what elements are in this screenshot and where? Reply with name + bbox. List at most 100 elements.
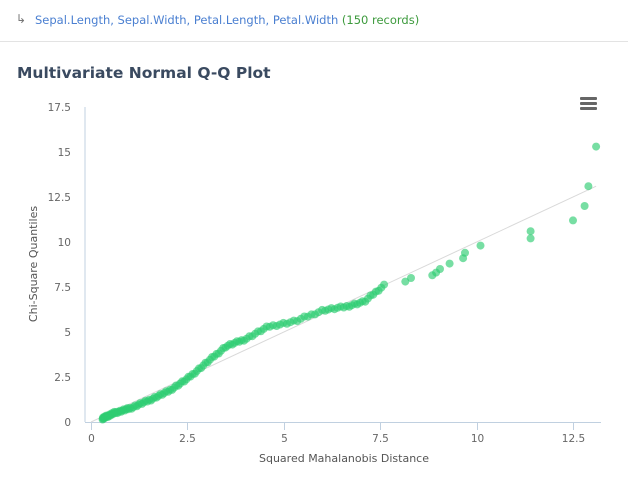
data-point: [117, 407, 126, 416]
data-point: [201, 358, 210, 367]
x-tick-label: 10: [471, 433, 484, 445]
data-point: [293, 317, 302, 326]
data-point: [101, 412, 110, 421]
data-point: [276, 320, 284, 329]
data-point: [180, 377, 189, 386]
data-point: [217, 346, 225, 355]
x-axis-label: Squared Mahalanobis Distance: [259, 452, 429, 465]
data-point: [195, 364, 203, 373]
data-point: [345, 302, 354, 311]
data-point: [282, 319, 291, 328]
data-point: [199, 361, 208, 370]
data-point: [190, 369, 199, 378]
data-point: [307, 310, 316, 319]
data-point: [318, 305, 327, 314]
data-point: [269, 321, 278, 330]
data-point: [136, 399, 145, 408]
data-point: [321, 306, 330, 315]
data-point: [371, 287, 380, 296]
data-point: [182, 375, 191, 384]
data-point: [230, 338, 239, 347]
data-point: [272, 322, 281, 330]
x-tick-label: 0: [88, 433, 95, 445]
data-point: [100, 413, 108, 422]
data-point: [147, 396, 155, 405]
data-point: [119, 405, 128, 414]
data-point: [233, 337, 241, 346]
y-tick-label: 2.5: [54, 372, 71, 384]
data-point: [374, 286, 383, 295]
data-point: [100, 412, 109, 421]
data-point: [132, 402, 141, 411]
data-point: [106, 411, 115, 420]
data-point: [461, 248, 469, 257]
data-point: [186, 372, 195, 381]
data-point: [102, 412, 111, 421]
data-point: [407, 274, 415, 282]
data-point: [127, 404, 136, 413]
data-point: [104, 411, 113, 420]
x-tick-label: 7.5: [372, 433, 389, 445]
data-point: [401, 277, 410, 286]
data-point: [314, 308, 323, 317]
data-point: [580, 202, 589, 210]
data-point: [105, 410, 114, 419]
data-point: [436, 265, 444, 273]
data-point: [369, 290, 378, 299]
data-point: [122, 405, 131, 414]
data-point: [237, 336, 246, 345]
data-point: [120, 406, 129, 415]
data-point: [333, 303, 342, 312]
x-tick-label: 12.5: [562, 433, 585, 445]
data-point: [113, 409, 122, 418]
data-point: [358, 297, 367, 306]
data-point: [363, 294, 372, 303]
data-point: [110, 407, 119, 416]
data-point: [262, 322, 271, 331]
data-point: [226, 340, 235, 348]
data-point: [188, 370, 197, 378]
data-point: [170, 383, 179, 392]
data-point: [377, 283, 386, 292]
axes: 0 2.5 5 7.5 10 12.5 0 2.5 5 7.5 10 12.5 15 17.5: [48, 102, 601, 445]
data-point: [197, 364, 206, 373]
data-point: [432, 268, 441, 277]
data-point: [123, 404, 132, 413]
data-point: [150, 393, 159, 401]
data-point: [279, 318, 288, 327]
data-point: [109, 409, 118, 418]
data-point: [101, 413, 109, 422]
variables-link[interactable]: Sepal.Length, Sepal.Width, Petal.Length,…: [35, 13, 339, 27]
chart-menu-button[interactable]: [580, 97, 602, 115]
data-point: [176, 379, 185, 388]
y-axis-label: Chi-Square Quantiles: [27, 206, 40, 322]
data-point: [99, 414, 108, 423]
data-point: [324, 305, 333, 314]
data-point: [526, 234, 535, 243]
data-point: [178, 377, 187, 386]
y-tick-label: 12.5: [48, 192, 71, 204]
data-point: [129, 403, 138, 412]
record-count: (150 records): [341, 13, 420, 27]
data-point: [158, 390, 167, 399]
data-point: [98, 414, 107, 423]
data-point: [103, 411, 112, 420]
variables-list[interactable]: Sepal.Length, Sepal.Width, Petal.Length,…: [35, 13, 419, 27]
data-point: [223, 341, 232, 350]
data-point: [99, 413, 108, 422]
return-arrow-icon: ↳: [16, 12, 27, 26]
data-point: [256, 327, 265, 336]
data-point: [162, 387, 171, 396]
data-point: [138, 399, 146, 408]
reference-line: [90, 185, 597, 423]
data-point: [115, 406, 124, 415]
data-point: [124, 405, 133, 414]
data-point: [164, 387, 173, 396]
data-point: [240, 336, 248, 345]
x-tick-label: 5: [281, 433, 288, 445]
data-point: [327, 304, 336, 313]
hamburger-menu-icon: [580, 97, 597, 100]
data-point: [208, 353, 217, 361]
data-point: [152, 393, 161, 402]
data-point: [221, 343, 230, 352]
